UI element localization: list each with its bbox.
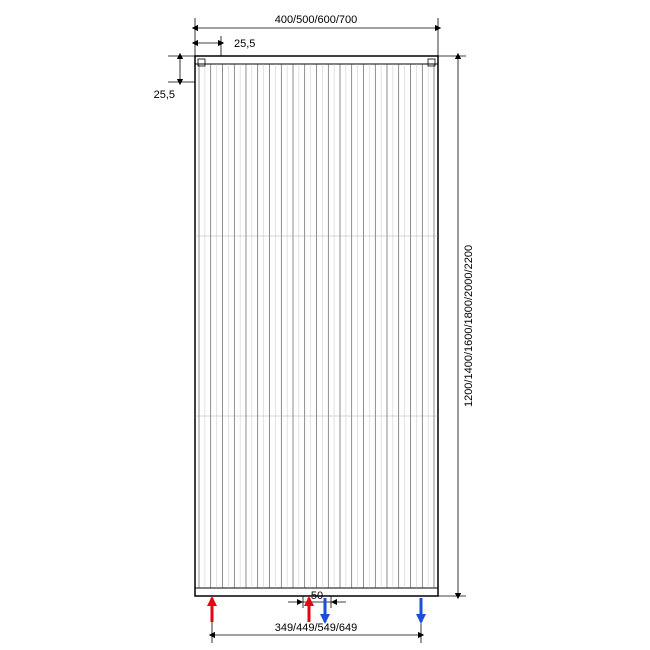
radiator-diagram: 400/500/600/700 25,5 25,5 1200/1400/1600… bbox=[0, 0, 650, 650]
dim-bottom-width: 349/449/549/649 bbox=[212, 620, 421, 643]
dim-bottom-center: 50 bbox=[288, 590, 346, 608]
flow-arrow-right_out bbox=[416, 598, 426, 624]
dim-bottom-center-label: 50 bbox=[311, 590, 323, 602]
dim-top-inset-label: 25,5 bbox=[234, 38, 255, 50]
dim-right-height: 1200/1400/1600/1800/2000/2200 bbox=[438, 56, 475, 596]
dim-bottom-width-label: 349/449/549/649 bbox=[275, 622, 358, 634]
dim-top-inset: 25,5 bbox=[195, 36, 255, 56]
radiator-body bbox=[195, 56, 438, 596]
dim-right-height-label: 1200/1400/1600/1800/2000/2200 bbox=[463, 245, 475, 407]
dim-left-inset-label: 25,5 bbox=[154, 89, 175, 101]
dim-top-width-label: 400/500/600/700 bbox=[275, 14, 358, 26]
diagram-container: 400/500/600/700 25,5 25,5 1200/1400/1600… bbox=[0, 0, 650, 650]
dim-top-width: 400/500/600/700 bbox=[195, 14, 438, 56]
flow-arrow-left_in bbox=[207, 596, 217, 622]
radiator-ribs bbox=[199, 64, 434, 588]
dim-left-inset: 25,5 bbox=[154, 56, 195, 101]
